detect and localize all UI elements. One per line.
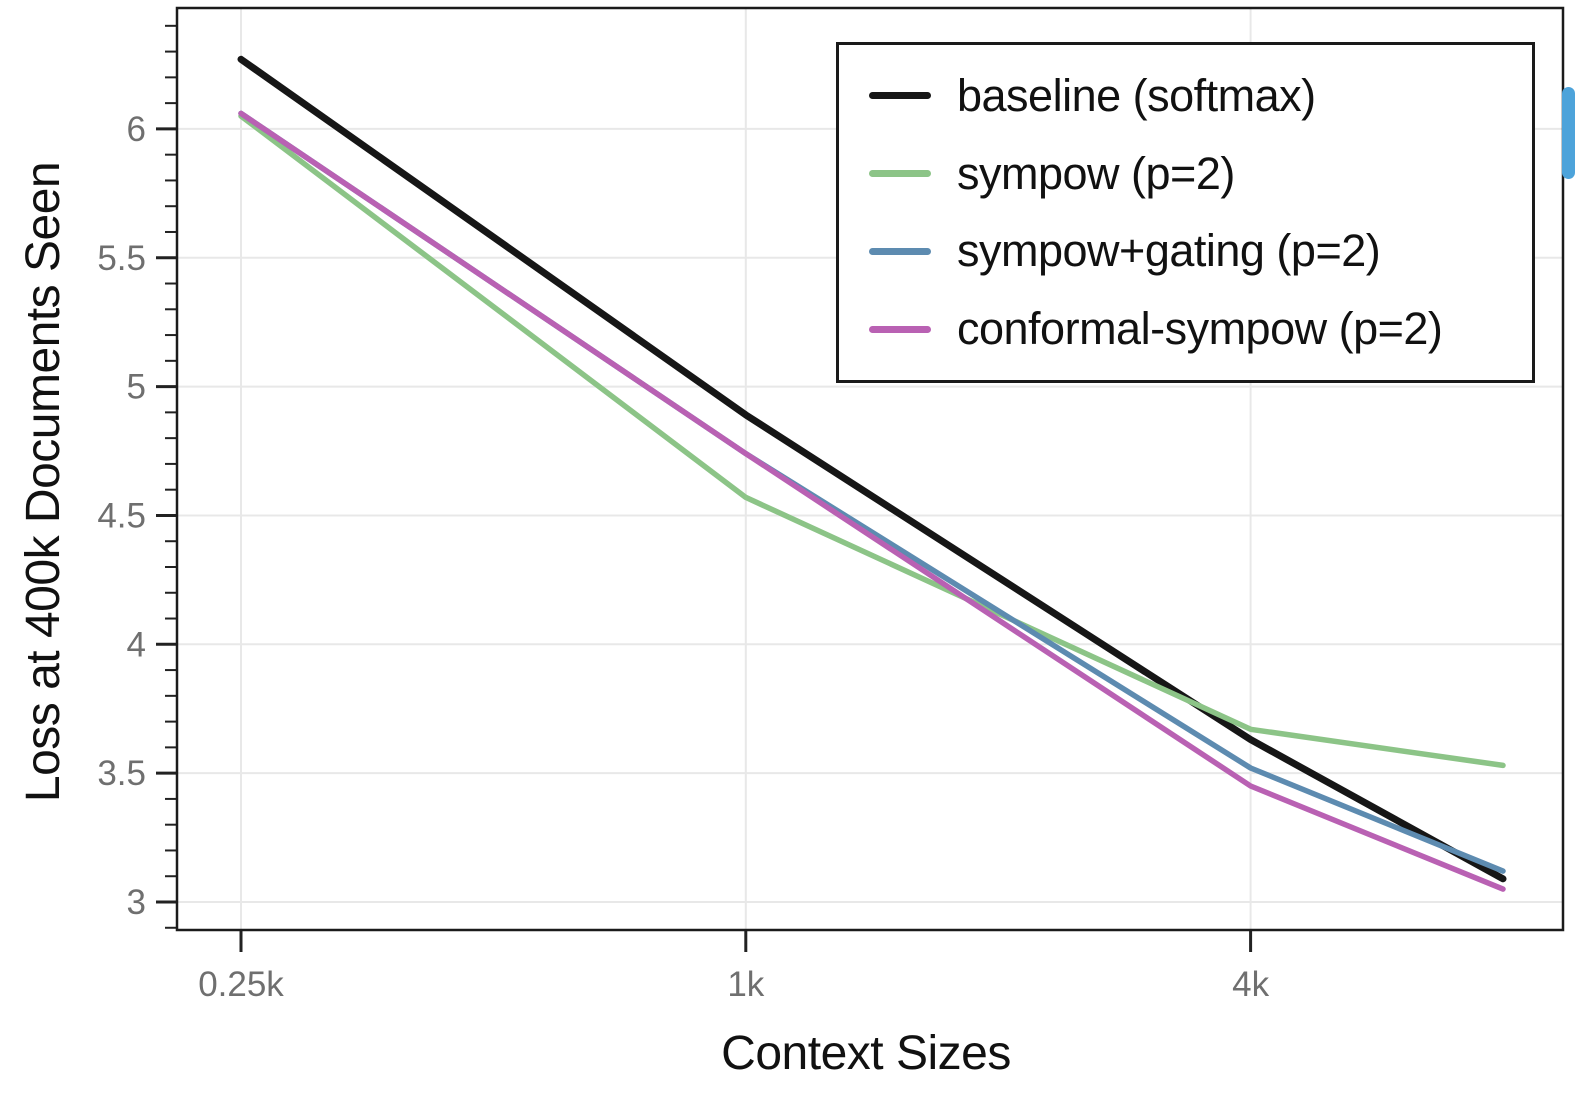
series-line-conformal-sympow [238, 110, 1506, 892]
legend-item: sympow (p=2) [869, 148, 1532, 200]
y-tick-label: 3.5 [97, 754, 146, 793]
x-tick-label: 1k [727, 965, 764, 1004]
legend-swatch [869, 247, 931, 255]
x-axis-label: Context Sizes [721, 1027, 1011, 1080]
y-tick-label: 4 [127, 625, 146, 664]
legend-label: baseline (softmax) [957, 69, 1316, 121]
legend-item: baseline (softmax) [869, 70, 1532, 122]
legend-label: conformal-sympow (p=2) [957, 303, 1443, 355]
y-tick-label: 4.5 [97, 496, 146, 535]
legend-item: sympow+gating (p=2) [869, 225, 1532, 277]
legend: baseline (softmax) sympow (p=2) sympow+gat… [836, 42, 1535, 383]
legend-item: conformal-sympow (p=2) [869, 303, 1532, 355]
y-tick-label: 5.5 [97, 239, 146, 278]
x-tick-label: 4k [1232, 965, 1269, 1004]
series-line-baseline-softmax [237, 55, 1507, 883]
plot-frame [175, 6, 1565, 932]
scrollbar-thumb[interactable] [1562, 87, 1575, 179]
y-tick-label: 5 [127, 368, 146, 407]
y-tick-label: 6 [127, 110, 146, 149]
y-tick-label: 3 [127, 883, 146, 922]
y-axis-label: Loss at 400k Documents Seen [17, 161, 70, 803]
legend-swatch [869, 325, 931, 333]
legend-label: sympow+gating (p=2) [957, 225, 1381, 277]
x-tick-label: 0.25k [198, 965, 284, 1004]
legend-label: sympow (p=2) [957, 147, 1235, 199]
legend-swatch [869, 170, 931, 178]
legend-swatch [869, 92, 931, 100]
